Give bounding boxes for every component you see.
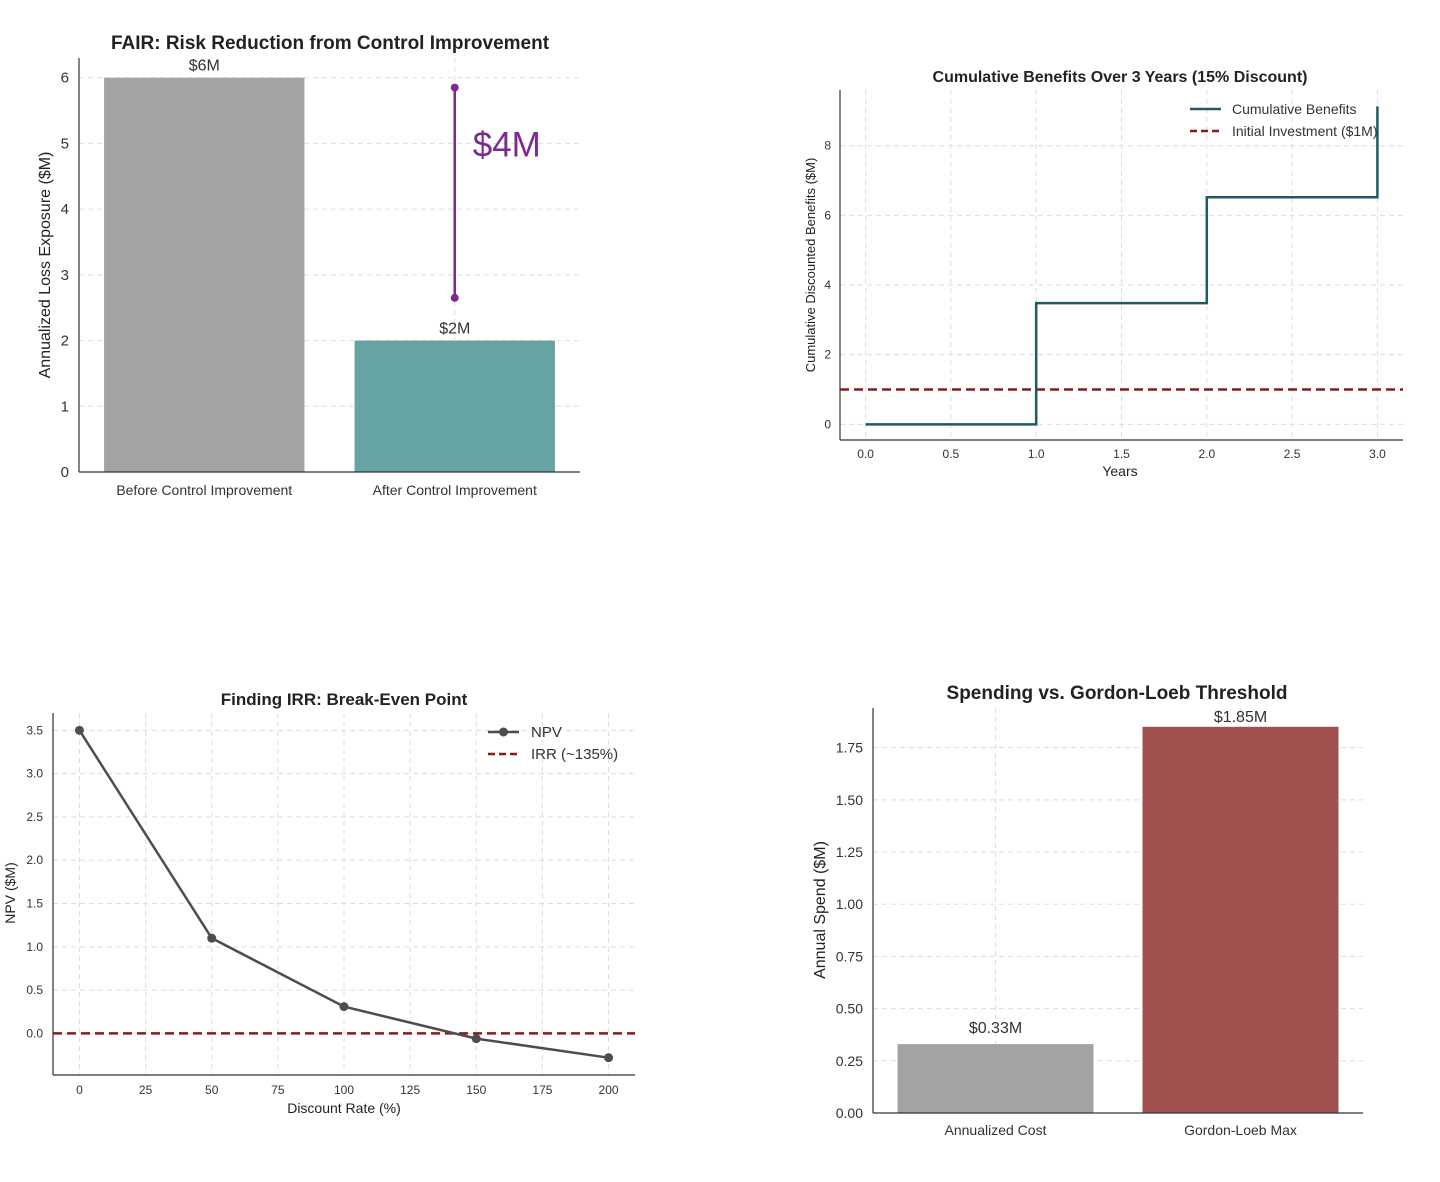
chart3-legend-marker-npv bbox=[499, 727, 508, 737]
chart4-ytick-label: 1.50 bbox=[836, 792, 863, 808]
chart3-xtick-label: 200 bbox=[599, 1083, 619, 1097]
chart3-title: Finding IRR: Break-Even Point bbox=[221, 690, 468, 709]
chart3-ytick-label: 2.0 bbox=[26, 853, 43, 867]
chart1-ytick-label: 3 bbox=[61, 267, 69, 284]
chart1-xtick-label: After Control Improvement bbox=[373, 482, 537, 498]
chart3-npv-point bbox=[207, 933, 217, 943]
chart3-xtick-label: 125 bbox=[400, 1083, 420, 1097]
chart-fair-risk-reduction: FAIR: Risk Reduction from Control Improv… bbox=[37, 33, 580, 498]
chart3-legend-label-irr: IRR (~135%) bbox=[531, 746, 618, 763]
chart2-ytick-label: 8 bbox=[824, 139, 831, 153]
chart3-legend-label-npv: NPV bbox=[531, 724, 562, 741]
chart2-cumulative-line bbox=[865, 106, 1379, 426]
chart3-ylabel: NPV ($M) bbox=[2, 862, 18, 923]
chart2-xlabel: Years bbox=[1102, 463, 1137, 479]
chart1-reduction-annotation: $4M bbox=[473, 126, 541, 165]
chart4-xtick-label: Gordon-Loeb Max bbox=[1184, 1122, 1297, 1138]
chart3-ytick-label: 3.0 bbox=[26, 767, 43, 781]
chart1-data-label: $6M bbox=[189, 58, 220, 75]
chart2-xtick-label: 1.0 bbox=[1028, 447, 1045, 461]
chart3-npv-point bbox=[339, 1002, 349, 1012]
chart4-ytick-label: 0.25 bbox=[836, 1053, 863, 1069]
chart3-npv-point bbox=[471, 1034, 481, 1044]
chart4-ylabel: Annual Spend ($M) bbox=[812, 841, 829, 979]
chart3-xlabel: Discount Rate (%) bbox=[287, 1100, 401, 1116]
chart1-ytick-label: 1 bbox=[61, 398, 69, 415]
chart2-xtick-label: 2.0 bbox=[1198, 447, 1215, 461]
chart3-xtick-label: 25 bbox=[139, 1083, 153, 1097]
chart-gordon-loeb: Spending vs. Gordon-Loeb Threshold Annua… bbox=[812, 683, 1363, 1138]
chart1-ytick-label: 4 bbox=[61, 201, 69, 218]
chart-finding-irr: Finding IRR: Break-Even Point Discount R… bbox=[2, 690, 635, 1116]
chart4-ytick-label: 1.00 bbox=[836, 896, 863, 912]
chart1-reduction-marker-bottom bbox=[450, 293, 459, 302]
chart2-xtick-label: 3.0 bbox=[1369, 447, 1386, 461]
chart4-ytick-label: 0.75 bbox=[836, 948, 863, 964]
chart2-xtick-label: 1.5 bbox=[1113, 447, 1130, 461]
chart1-data-label: $2M bbox=[439, 321, 470, 338]
chart2-xtick-label: 0.5 bbox=[943, 447, 960, 461]
chart3-ytick-label: 2.5 bbox=[26, 810, 43, 824]
chart2-ytick-label: 0 bbox=[824, 417, 831, 431]
chart2-xtick-label: 0.0 bbox=[857, 447, 874, 461]
chart4-title: Spending vs. Gordon-Loeb Threshold bbox=[947, 683, 1288, 704]
chart3-npv-point bbox=[604, 1053, 614, 1063]
chart3-xtick-label: 175 bbox=[532, 1083, 552, 1097]
chart3-ytick-label: 0.5 bbox=[26, 983, 43, 997]
chart2-ylabel: Cumulative Discounted Benefits ($M) bbox=[803, 158, 818, 373]
chart4-ytick-label: 1.75 bbox=[836, 740, 863, 756]
chart3-npv-point bbox=[74, 725, 84, 735]
chart3-xtick-label: 150 bbox=[466, 1083, 486, 1097]
chart2-legend-label-benefits: Cumulative Benefits bbox=[1232, 101, 1357, 117]
chart3-ytick-label: 1.0 bbox=[26, 940, 43, 954]
chart1-bar bbox=[104, 77, 305, 472]
chart1-ylabel: Annualized Loss Exposure ($M) bbox=[37, 152, 54, 379]
chart1-ytick-label: 0 bbox=[61, 464, 69, 481]
chart2-ytick-label: 4 bbox=[824, 278, 831, 292]
chart3-xtick-label: 100 bbox=[334, 1083, 354, 1097]
chart4-data-label: $0.33M bbox=[969, 1020, 1022, 1037]
chart4-bar bbox=[1142, 726, 1339, 1113]
chart2-xtick-label: 2.5 bbox=[1284, 447, 1301, 461]
chart4-ytick-label: 0.00 bbox=[836, 1105, 863, 1121]
chart1-ytick-label: 2 bbox=[61, 333, 69, 350]
chart1-ytick-label: 6 bbox=[61, 70, 69, 87]
chart1-reduction-marker-top bbox=[450, 83, 459, 92]
chart3-ytick-label: 1.5 bbox=[26, 897, 43, 911]
chart3-ytick-label: 3.5 bbox=[26, 723, 43, 737]
chart3-xtick-label: 0 bbox=[76, 1083, 83, 1097]
chart-cumulative-benefits: Cumulative Benefits Over 3 Years (15% Di… bbox=[803, 69, 1403, 479]
chart4-data-label: $1.85M bbox=[1214, 709, 1267, 726]
chart4-ytick-label: 0.50 bbox=[836, 1001, 863, 1017]
chart3-xtick-label: 75 bbox=[271, 1083, 285, 1097]
chart1-bar bbox=[354, 340, 555, 472]
chart1-xtick-label: Before Control Improvement bbox=[116, 482, 292, 498]
chart1-ytick-label: 5 bbox=[61, 135, 69, 152]
chart1-title: FAIR: Risk Reduction from Control Improv… bbox=[111, 33, 550, 54]
chart2-legend-label-investment: Initial Investment ($1M) bbox=[1232, 123, 1378, 139]
chart2-ytick-label: 6 bbox=[824, 208, 831, 222]
chart4-ytick-label: 1.25 bbox=[836, 844, 863, 860]
chart4-xtick-label: Annualized Cost bbox=[945, 1122, 1047, 1138]
chart2-ytick-label: 2 bbox=[824, 348, 831, 362]
chart2-title: Cumulative Benefits Over 3 Years (15% Di… bbox=[933, 69, 1308, 86]
chart3-ytick-label: 0.0 bbox=[26, 1026, 43, 1040]
chart3-xtick-label: 50 bbox=[205, 1083, 219, 1097]
chart4-bar bbox=[897, 1044, 1094, 1113]
